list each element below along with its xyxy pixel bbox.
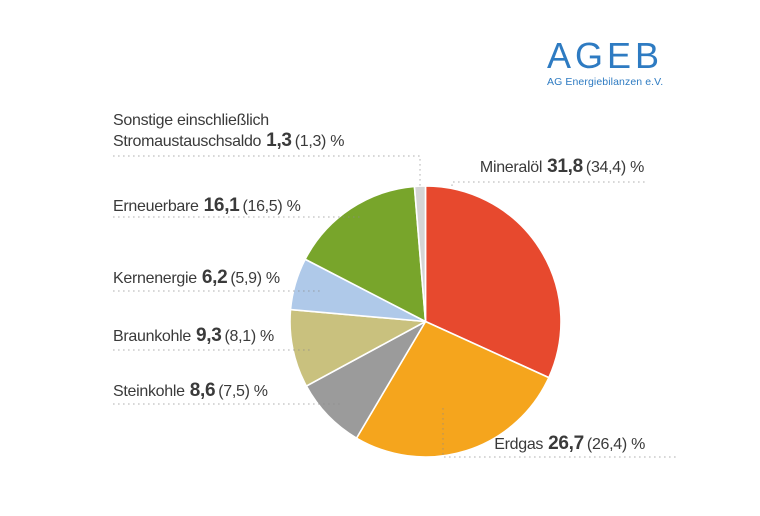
pie-label-prev: (1,3) %	[294, 133, 345, 150]
pie-label-mineraloel: Mineralöl 31,8 (34,4) %	[480, 157, 644, 178]
pie-label-braunkohle: Braunkohle 9,3 (8,1) %	[113, 326, 274, 347]
pie-slice-braunkohle	[289, 308, 427, 387]
pie-label-sonstige-line1: Sonstige einschließlich	[113, 112, 269, 129]
pie-label-value: 31,8	[547, 156, 583, 177]
pie-label-prev: (34,4) %	[585, 159, 644, 176]
pie-label-value: 6,2	[201, 267, 228, 288]
leader-mineraloel	[451, 181, 645, 186]
logo-subtitle: AG Energiebilanzen e.V.	[547, 76, 664, 88]
pie-label-name: Stromaustauschsaldo	[113, 133, 262, 150]
pie-label-prev: (8,1) %	[224, 328, 274, 345]
pie-label-erdgas: Erdgas 26,7 (26,4) %	[494, 434, 645, 455]
logo: AGEB AG Energiebilanzen e.V.	[547, 38, 663, 88]
pie-label-name: Mineralöl	[479, 159, 543, 176]
pie-label-value: 8,6	[189, 380, 216, 401]
pie-label-prev: (7,5) %	[218, 383, 268, 400]
pie-label-name: Erneuerbare	[113, 198, 199, 215]
pie-label-steinkohle: Steinkohle 8,6 (7,5) %	[113, 381, 268, 402]
logo-wordmark: AGEB	[547, 35, 664, 76]
pie-label-name: Erdgas	[494, 436, 544, 453]
pie-label-name: Braunkohle	[113, 328, 191, 345]
pie-label-name: Kernenergie	[113, 270, 197, 287]
pie-label-value: 26,7	[548, 433, 584, 454]
leader-erdgas	[442, 408, 678, 458]
pie-label-value: 1,3	[266, 130, 292, 151]
pie-label-prev: (5,9) %	[230, 270, 280, 287]
pie-label-prev: (26,4) %	[586, 436, 645, 453]
pie-label-sonstige: Sonstige einschließlich Stromaustauschsa…	[113, 111, 344, 152]
pie-label-kernenergie: Kernenergie 6,2 (5,9) %	[113, 268, 280, 289]
pie-label-value: 16,1	[203, 195, 240, 216]
pie-slice-erdgas	[355, 320, 550, 458]
leader-sonstige	[113, 155, 421, 186]
pie-slice-erneuerbare	[304, 185, 427, 323]
pie-label-erneuerbare: Erneuerbare 16,1 (16,5) %	[113, 196, 301, 217]
pie-label-name: Steinkohle	[113, 383, 185, 400]
pie-slice-mineraloel	[424, 185, 562, 379]
pie-slice-sonstige	[413, 185, 427, 323]
pie-label-value: 9,3	[195, 325, 222, 346]
pie-label-prev: (16,5) %	[242, 198, 301, 215]
pie-label-sonstige-line2: Stromaustauschsaldo 1,3 (1,3) %	[113, 131, 344, 152]
